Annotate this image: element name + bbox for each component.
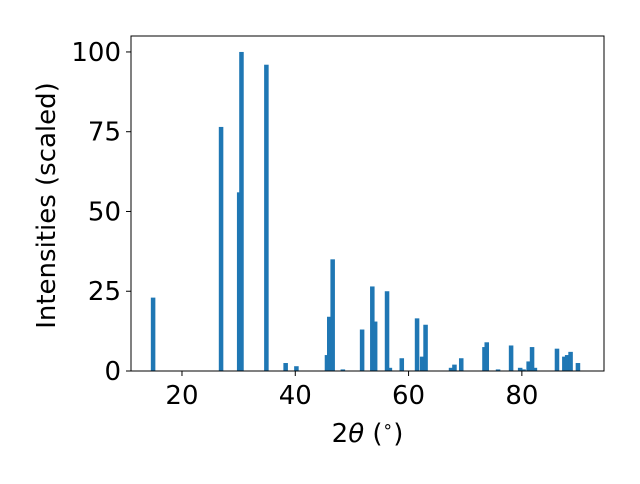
bar bbox=[414, 318, 420, 371]
y-tick-label: 50 bbox=[88, 197, 121, 227]
bar bbox=[568, 351, 573, 371]
bar bbox=[218, 126, 224, 372]
bar bbox=[526, 361, 531, 371]
y-tick-label: 75 bbox=[88, 118, 121, 148]
bar bbox=[529, 347, 535, 371]
bars-group bbox=[150, 51, 581, 372]
x-axis-label: 2θ (∘) bbox=[332, 417, 404, 449]
bar bbox=[359, 329, 365, 371]
bar bbox=[294, 366, 299, 371]
x-tick-label: 40 bbox=[279, 381, 312, 411]
bar bbox=[327, 316, 332, 371]
bar bbox=[330, 259, 335, 371]
bar bbox=[384, 291, 390, 371]
x-axis-label-post: ) bbox=[393, 419, 403, 449]
x-axis-label-theta: θ bbox=[348, 419, 364, 449]
bar bbox=[419, 356, 425, 371]
bar bbox=[482, 347, 487, 371]
bar bbox=[387, 367, 393, 371]
y-axis-label: Intensities (scaled) bbox=[32, 82, 62, 329]
bar bbox=[517, 367, 523, 371]
x-tick-label: 20 bbox=[165, 381, 198, 411]
bar bbox=[324, 355, 330, 371]
x-axis-label-pre: 2 bbox=[332, 419, 349, 449]
x-tick-label: 60 bbox=[392, 381, 425, 411]
axis-ticks-group: 20 40 60 80 0 25 50 75 100 bbox=[71, 38, 538, 411]
plot-area-frame bbox=[130, 35, 605, 372]
bar bbox=[239, 51, 244, 371]
bar bbox=[458, 358, 464, 371]
bar bbox=[508, 345, 514, 371]
bar bbox=[484, 342, 490, 371]
x-axis-label-mid: ( bbox=[364, 419, 382, 449]
x-tick-label: 80 bbox=[505, 381, 538, 411]
bar bbox=[575, 363, 581, 371]
bar bbox=[532, 367, 538, 371]
bar bbox=[452, 364, 457, 371]
bar bbox=[372, 321, 378, 371]
bar bbox=[448, 367, 454, 371]
bar bbox=[495, 369, 501, 371]
bar bbox=[283, 363, 288, 371]
bar bbox=[370, 286, 375, 371]
bar bbox=[340, 369, 346, 371]
bar bbox=[554, 348, 560, 371]
x-axis-label-degree: ∘ bbox=[383, 417, 394, 437]
y-tick-label: 25 bbox=[88, 277, 121, 307]
bar bbox=[399, 358, 405, 371]
y-tick-label: 100 bbox=[71, 38, 121, 68]
bar bbox=[150, 297, 156, 371]
bar bbox=[236, 192, 242, 371]
bar bbox=[562, 356, 567, 371]
bar bbox=[423, 324, 428, 371]
bar bbox=[264, 64, 269, 372]
y-tick-label: 0 bbox=[104, 357, 121, 387]
bar bbox=[564, 355, 570, 371]
bar bbox=[521, 369, 526, 371]
